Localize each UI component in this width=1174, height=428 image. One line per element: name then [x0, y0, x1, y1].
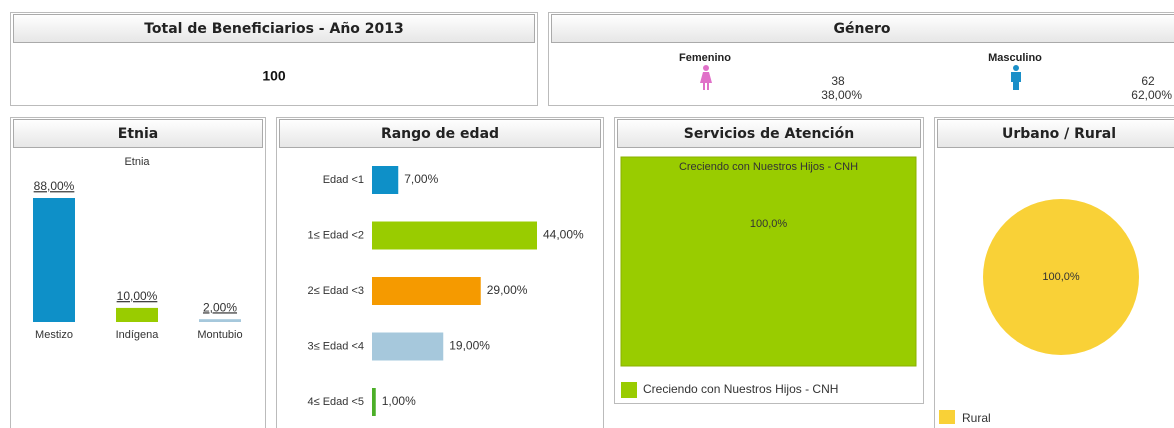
panel [276, 117, 604, 428]
panel-header [13, 119, 263, 148]
panel-title: Urbano / Rural [1002, 126, 1116, 142]
person-icon [1013, 65, 1019, 71]
category-label: 4≤ Edad <5 [308, 396, 365, 408]
chart-title: Etnia [124, 156, 150, 168]
bar [372, 166, 399, 194]
bar [116, 307, 158, 322]
person-icon [1011, 72, 1021, 90]
panel-title: Etnia [118, 126, 158, 142]
gender-count: 62 [1141, 74, 1155, 88]
legend-label: Rural [962, 411, 991, 425]
gender-share: 62,00% [1131, 88, 1172, 102]
bar [372, 388, 376, 416]
gender-name: Masculino [988, 52, 1042, 64]
panel-title: Género [834, 21, 891, 37]
value-label: 100,0% [1042, 271, 1080, 283]
value-label: 10,00% [117, 289, 158, 303]
value-label: 19,00% [449, 339, 490, 353]
gender-count: 38 [831, 74, 845, 88]
category-label: 2≤ Edad <3 [308, 285, 365, 297]
person-icon [703, 65, 709, 71]
panel-title: Total de Beneficiarios - Año 2013 [144, 21, 404, 37]
panel-title: Servicios de Atención [684, 126, 854, 142]
bar [199, 319, 241, 322]
value-label: 100,0% [750, 218, 788, 230]
category-label: Mestizo [35, 329, 73, 341]
panel-header [279, 119, 601, 148]
total-value: 100 [262, 68, 286, 84]
category-label: Indígena [116, 329, 160, 341]
gender-share: 38,00% [821, 88, 862, 102]
bar [372, 332, 444, 361]
legend-swatch [939, 410, 955, 424]
person-icon [700, 72, 712, 90]
value-label: 7,00% [404, 172, 438, 186]
gender-name: Femenino [679, 52, 731, 64]
bar [372, 277, 481, 305]
category-label: Montubio [197, 329, 242, 341]
panel-header [551, 14, 1174, 43]
value-label: 29,00% [487, 283, 528, 297]
legend-label: Creciendo con Nuestros Hijos - CNH [643, 382, 838, 396]
panel-header [937, 119, 1174, 148]
panel-header [13, 14, 535, 43]
category-label: Edad <1 [323, 174, 364, 186]
cell-label: Creciendo con Nuestros Hijos - CNH [679, 161, 858, 173]
value-label: 44,00% [543, 228, 584, 242]
bar [372, 221, 537, 250]
value-label: 1,00% [382, 394, 416, 408]
value-label: 2,00% [203, 300, 237, 314]
category-label: 1≤ Edad <2 [308, 229, 365, 241]
bar [33, 198, 75, 322]
legend-swatch [621, 382, 637, 398]
panel-header [617, 119, 921, 148]
category-label: 3≤ Edad <4 [308, 340, 365, 352]
panel-title: Rango de edad [381, 126, 499, 142]
value-label: 88,00% [34, 179, 75, 193]
pie-slice [983, 199, 1139, 355]
treemap-cell [620, 156, 917, 367]
